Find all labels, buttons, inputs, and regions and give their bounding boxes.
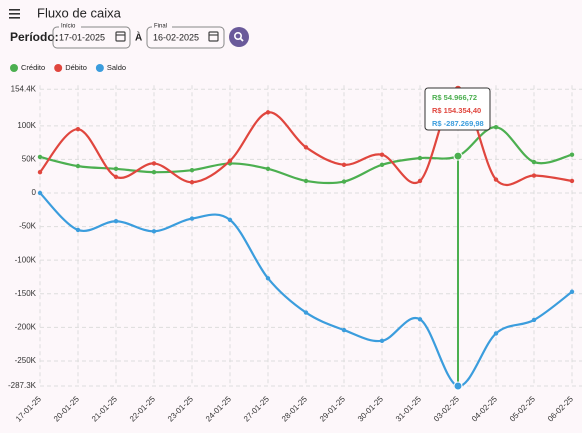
point[interactable] xyxy=(265,110,271,115)
point[interactable] xyxy=(151,229,157,234)
x-tick-label: 05-02-25 xyxy=(508,394,537,423)
y-tick-label: -287.3K xyxy=(8,381,37,390)
point[interactable] xyxy=(417,155,423,161)
point[interactable] xyxy=(341,327,347,333)
point[interactable] xyxy=(417,178,423,184)
legend-label[interactable]: Crédito xyxy=(21,63,45,72)
point[interactable] xyxy=(113,174,119,180)
legend-label[interactable]: Saldo xyxy=(107,63,126,72)
point[interactable] xyxy=(569,289,575,294)
x-tick-label: 03-02-25 xyxy=(432,394,461,423)
point[interactable] xyxy=(75,163,81,169)
point[interactable] xyxy=(189,216,195,221)
point[interactable] xyxy=(379,152,385,157)
y-tick-label: 0 xyxy=(32,188,37,197)
x-tick-label: 21-01-25 xyxy=(90,394,119,423)
point[interactable] xyxy=(75,227,81,233)
point[interactable] xyxy=(569,152,575,157)
y-tick-label: 100K xyxy=(17,121,36,130)
y-tick-label: -150K xyxy=(15,289,37,298)
point[interactable] xyxy=(493,177,499,182)
point[interactable] xyxy=(37,169,43,175)
point[interactable] xyxy=(37,190,43,196)
point[interactable] xyxy=(417,317,423,322)
tooltip-value: R$ 154.354,40 xyxy=(432,106,481,115)
x-tick-label: 17-01-25 xyxy=(14,394,43,423)
x-tick-label: 29-01-25 xyxy=(318,394,347,423)
point[interactable] xyxy=(569,178,575,184)
point[interactable] xyxy=(189,167,195,173)
point[interactable] xyxy=(303,178,309,184)
tooltip-value: R$ -287.269,98 xyxy=(432,119,484,128)
point[interactable] xyxy=(265,276,271,281)
tooltip: R$ 54.966,72 R$ 154.354,40 R$ -287.269,98 xyxy=(424,87,491,131)
point[interactable] xyxy=(531,173,537,178)
notch xyxy=(59,24,81,29)
calendar-icon[interactable] xyxy=(115,31,126,42)
x-tick-label: 23-01-25 xyxy=(166,394,195,423)
start-label: Início xyxy=(61,24,76,30)
legend: Crédito Débito Saldo xyxy=(10,63,126,72)
search-button[interactable] xyxy=(229,27,249,47)
point[interactable] xyxy=(531,317,537,323)
point[interactable] xyxy=(493,331,499,336)
y-tick-label: -200K xyxy=(15,322,37,331)
calendar-icon[interactable] xyxy=(208,31,219,42)
series-line xyxy=(39,88,573,187)
menu-icon[interactable] xyxy=(9,9,20,19)
x-tick-label: 06-02-25 xyxy=(546,394,575,423)
page-title: Fluxo de caixa xyxy=(37,5,122,20)
notch xyxy=(152,24,172,29)
start-value: 17-01-2025 xyxy=(59,32,105,42)
point[interactable] xyxy=(453,381,463,391)
end-input[interactable] xyxy=(146,26,225,49)
point[interactable] xyxy=(113,219,119,224)
y-tick-label: -100K xyxy=(15,255,37,264)
point[interactable] xyxy=(341,162,347,167)
y-tick-label: -50K xyxy=(19,222,37,231)
plot: -287.3K -250K -200K -150K -100K -50K 0 50K 100K 1… xyxy=(8,84,582,424)
tooltip-value: R$ 54.966,72 xyxy=(432,93,477,102)
x-tick-label: 30-01-25 xyxy=(356,394,385,423)
point[interactable] xyxy=(379,162,385,167)
x-tick-label: 24-01-25 xyxy=(204,394,233,423)
y-tick-label: 50K xyxy=(22,155,37,164)
legend-swatch xyxy=(95,64,104,72)
x-tick-label: 28-01-25 xyxy=(280,394,309,423)
x-tick-label: 20-01-25 xyxy=(52,394,81,423)
start-input[interactable] xyxy=(52,26,131,49)
x-tick-label: 04-02-25 xyxy=(470,394,499,423)
point[interactable] xyxy=(265,166,271,172)
y-tick-label: -250K xyxy=(15,356,37,365)
point[interactable] xyxy=(303,145,309,150)
point[interactable] xyxy=(151,169,157,175)
point[interactable] xyxy=(493,124,499,130)
x-tick-label: 31-01-25 xyxy=(394,394,423,423)
tooltip-box xyxy=(424,87,491,131)
legend-label[interactable]: Débito xyxy=(65,63,87,72)
point[interactable] xyxy=(453,151,463,161)
x-tick-label: 22-01-25 xyxy=(128,394,157,423)
end-label: Final xyxy=(154,24,167,30)
legend-swatch xyxy=(10,64,18,72)
point[interactable] xyxy=(151,161,157,166)
point[interactable] xyxy=(75,126,81,132)
separator: À xyxy=(135,31,142,44)
end-value: 16-02-2025 xyxy=(153,32,199,42)
point[interactable] xyxy=(37,154,43,160)
point[interactable] xyxy=(113,166,119,172)
legend-swatch xyxy=(54,64,63,72)
period-label: Período: xyxy=(10,30,59,44)
point[interactable] xyxy=(227,217,233,223)
y-tick-label: 154.4K xyxy=(11,84,37,93)
point[interactable] xyxy=(303,310,309,315)
point[interactable] xyxy=(227,158,233,163)
point[interactable] xyxy=(531,159,537,165)
point[interactable] xyxy=(379,338,385,344)
x-tick-label: 27-01-25 xyxy=(242,394,271,423)
point[interactable] xyxy=(189,180,195,185)
point[interactable] xyxy=(341,179,347,184)
